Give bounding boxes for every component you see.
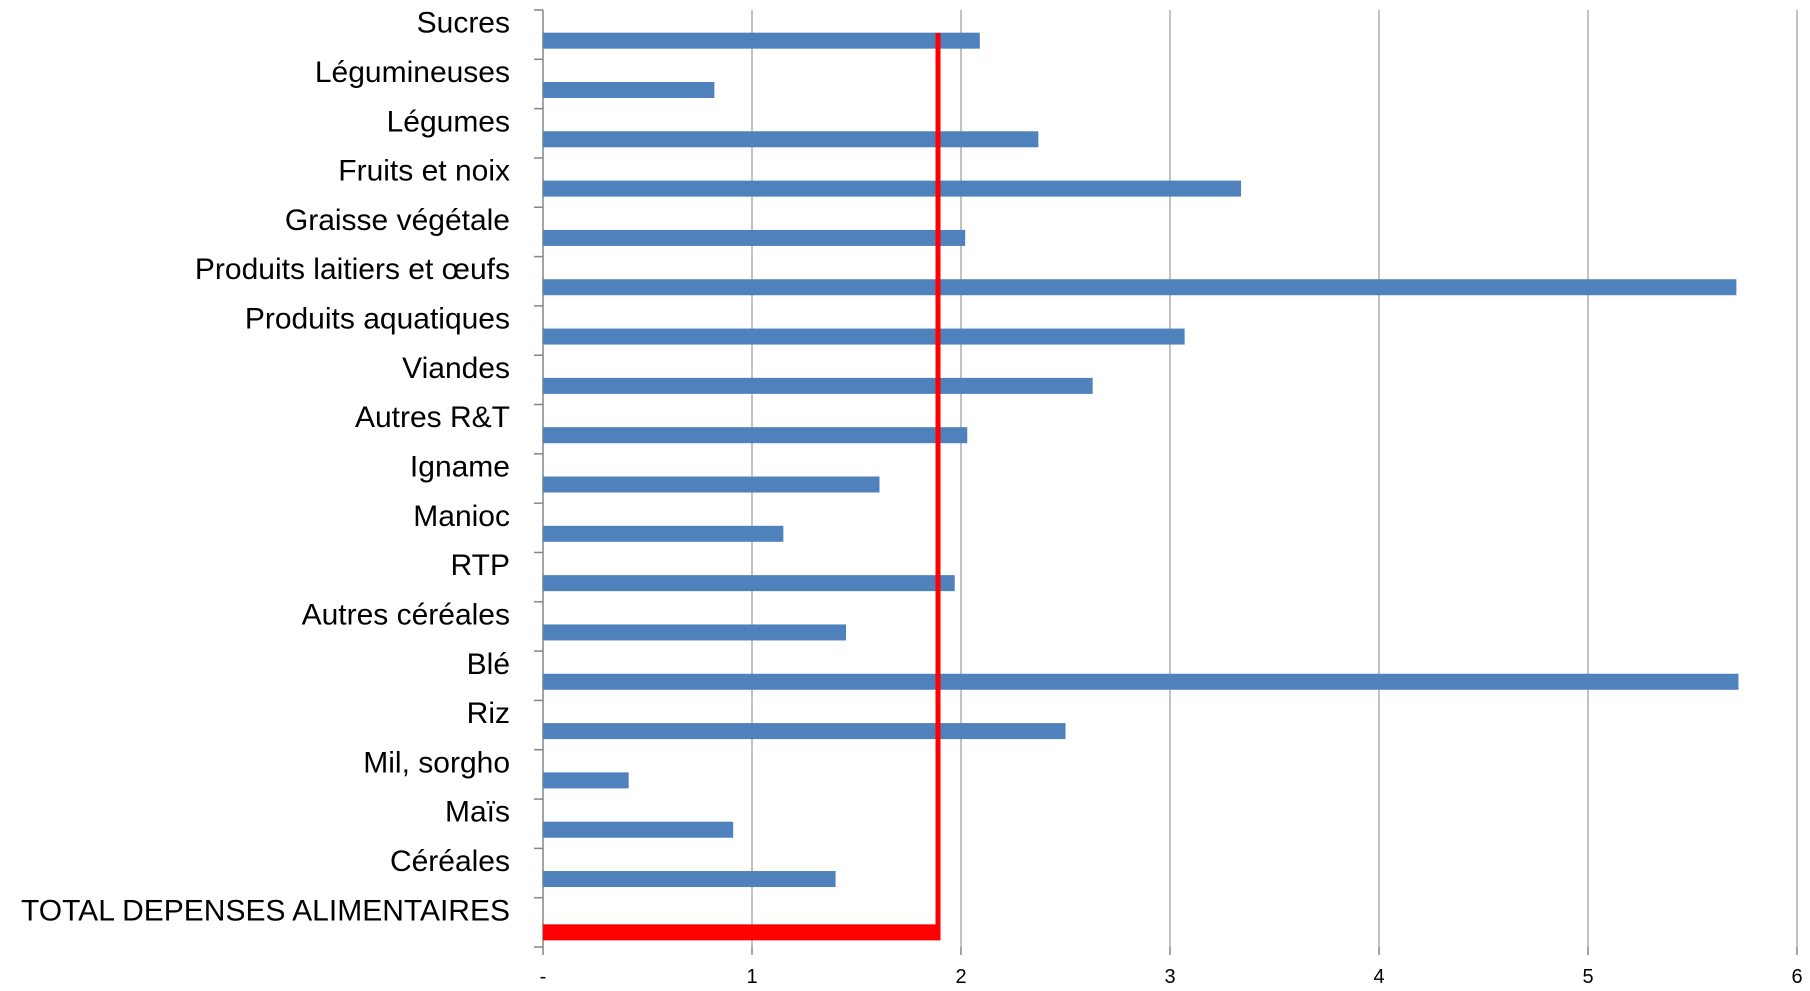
bar bbox=[543, 279, 1737, 296]
bar bbox=[543, 624, 847, 641]
x-tick-label: 1 bbox=[746, 966, 757, 986]
category-label: Fruits et noix bbox=[338, 155, 510, 188]
x-tick-label: 2 bbox=[955, 966, 966, 986]
x-tick-label: - bbox=[540, 966, 547, 986]
bar bbox=[543, 673, 1739, 690]
category-label: Autres céréales bbox=[302, 598, 510, 631]
bar bbox=[543, 427, 968, 444]
bar bbox=[543, 575, 955, 592]
bar bbox=[543, 32, 980, 49]
bar bbox=[543, 131, 1039, 148]
category-label: Produits aquatiques bbox=[245, 303, 510, 336]
bar bbox=[543, 229, 966, 246]
category-label: Produits laitiers et œufs bbox=[195, 253, 510, 286]
category-label: Céréales bbox=[390, 845, 510, 878]
bar bbox=[543, 525, 784, 542]
x-tick-label: 6 bbox=[1791, 966, 1802, 986]
category-label: Légumineuses bbox=[315, 56, 510, 89]
bar bbox=[543, 476, 880, 493]
bar bbox=[543, 180, 1242, 197]
bar bbox=[543, 81, 715, 98]
category-label: Maïs bbox=[445, 796, 510, 829]
bar bbox=[543, 871, 836, 888]
category-label: Légumes bbox=[387, 105, 510, 138]
category-label: Sucres bbox=[417, 7, 510, 40]
bar bbox=[543, 723, 1066, 740]
category-label: Igname bbox=[410, 451, 510, 484]
bar bbox=[543, 328, 1185, 345]
category-label: Graisse végétale bbox=[285, 204, 510, 237]
x-tick-label: 3 bbox=[1164, 966, 1175, 986]
bar-total bbox=[543, 924, 939, 941]
category-label: Manioc bbox=[413, 500, 510, 533]
category-label: Mil, sorgho bbox=[363, 746, 510, 779]
x-tick-label: 4 bbox=[1373, 966, 1384, 986]
bar bbox=[543, 377, 1093, 394]
category-label: RTP bbox=[451, 549, 510, 582]
category-label: Viandes bbox=[402, 352, 510, 385]
category-label: Blé bbox=[467, 648, 510, 681]
category-label: Autres R&T bbox=[355, 401, 510, 434]
category-label-total: TOTAL DEPENSES ALIMENTAIRES bbox=[21, 894, 510, 927]
x-tick-label: 5 bbox=[1582, 966, 1593, 986]
bar bbox=[543, 821, 734, 838]
bar bbox=[543, 772, 629, 789]
category-label: Riz bbox=[467, 697, 510, 730]
